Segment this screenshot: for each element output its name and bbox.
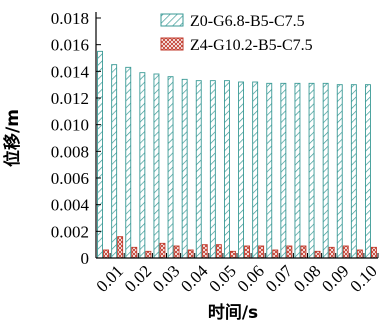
bar-series-1-4 (139, 72, 146, 259)
y-tick-label: 0.006 (51, 169, 89, 188)
bar-series-2-19 (356, 249, 363, 259)
x-tick-label: 0.10 (346, 261, 380, 295)
legend-swatch-1 (160, 13, 184, 27)
x-tick-label: 0.06 (234, 261, 268, 295)
y-axis-label: 位移/m (2, 109, 23, 167)
bar-series-1-13 (266, 82, 273, 259)
bar-series-1-18 (336, 84, 343, 259)
bar-series-2-18 (342, 245, 349, 259)
x-tick-label: 0.09 (318, 261, 352, 295)
bar-series-2-9 (215, 244, 222, 259)
bar-series-2-7 (187, 249, 194, 259)
y-tick-label: 0.012 (51, 89, 89, 108)
bar-series-2-2 (117, 236, 124, 259)
bar-series-1-2 (111, 64, 118, 259)
x-tick-label: 0.04 (177, 261, 212, 296)
bar-series-1-17 (322, 82, 329, 259)
bar-series-1-8 (195, 80, 202, 259)
x-tick-label: 0.02 (121, 261, 155, 295)
y-tick-label: 0 (81, 249, 90, 268)
bar-series-1-3 (125, 66, 132, 259)
bar-series-1-10 (223, 80, 230, 259)
bar-series-2-1 (103, 249, 110, 259)
y-tick-label: 0.002 (51, 222, 89, 241)
bar-series-1-9 (209, 80, 216, 259)
bar-series-1-1 (97, 50, 104, 259)
bar-series-2-6 (173, 245, 180, 259)
bar-series-2-15 (300, 245, 307, 259)
y-tick-label: 0.016 (51, 36, 89, 55)
bar-series-2-12 (258, 245, 265, 259)
legend-swatch-2 (160, 37, 184, 51)
bar-series-1-20 (365, 84, 371, 259)
bar-series-1-12 (252, 81, 259, 259)
legend: Z0-G6.8-B5-C7.5 Z4-G10.2-B5-C7.5 (160, 13, 313, 54)
bar-series-2-14 (286, 245, 293, 259)
x-tick-label: 0.08 (290, 261, 324, 295)
y-tick-label: 0.008 (51, 142, 89, 161)
bar-series-2-20 (371, 246, 377, 259)
bar-series-2-16 (314, 250, 321, 259)
bar-series-1-15 (294, 82, 301, 259)
legend-label-1: Z0-G6.8-B5-C7.5 (190, 13, 305, 30)
bar-series-1-7 (181, 78, 188, 259)
bar-series-2-10 (229, 250, 236, 259)
bar-series-1-19 (350, 84, 357, 259)
x-tick-label: 0.03 (149, 261, 183, 295)
bar-series-1-14 (280, 82, 287, 259)
bar-series-2-4 (145, 250, 152, 259)
bar-series-1-11 (238, 81, 245, 259)
y-tick-label: 0.018 (51, 9, 89, 28)
bar-series-1-5 (153, 73, 160, 259)
bar-series-1-6 (167, 76, 174, 259)
bar-series-2-13 (272, 249, 279, 259)
legend-label-2: Z4-G10.2-B5-C7.5 (190, 37, 313, 54)
bar-series-2-11 (244, 245, 251, 259)
x-tick-label: 0.05 (205, 261, 239, 295)
bar-series-2-8 (201, 244, 208, 259)
x-tick-label: 0.07 (262, 261, 297, 296)
y-tick-label: 0.010 (51, 116, 89, 135)
bar-series-2-5 (159, 242, 166, 259)
bar-series-2-17 (328, 246, 335, 259)
x-axis-label: 时间/s (208, 302, 258, 323)
y-tick-label: 0.014 (51, 62, 90, 81)
y-tick-label: 0.004 (51, 196, 90, 215)
plot-area (97, 50, 377, 259)
bar-series-2-3 (131, 246, 138, 259)
x-tick-label: 0.01 (93, 261, 127, 295)
bar-series-1-16 (308, 82, 315, 259)
